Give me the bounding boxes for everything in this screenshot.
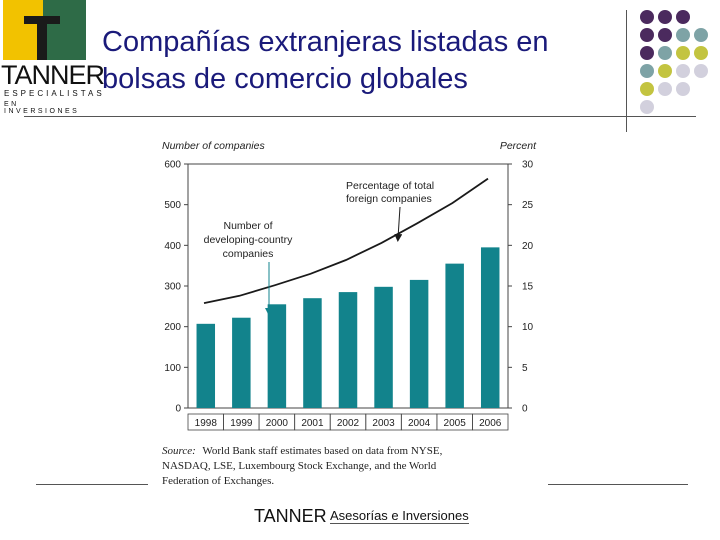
right-tick-label: 15 bbox=[522, 282, 534, 293]
left-axis-title: Number of companies bbox=[162, 140, 265, 152]
logo-tagline-2: EN INVERSIONES bbox=[4, 101, 80, 115]
left-tick-label: 300 bbox=[164, 282, 181, 293]
bar-2003 bbox=[374, 286, 393, 408]
category-label: 1999 bbox=[230, 418, 253, 429]
dot-olive bbox=[640, 82, 654, 96]
dot-lavender bbox=[658, 82, 672, 96]
header-vertical-rule bbox=[626, 10, 627, 132]
right-tick-label: 0 bbox=[522, 404, 528, 415]
footer-wordmark: TANNER bbox=[254, 506, 327, 526]
line-annotation-1: Percentage of total bbox=[346, 180, 434, 192]
source-text-1: World Bank staff estimates based on data… bbox=[202, 445, 442, 457]
percentage-line bbox=[203, 177, 489, 304]
dot-lavender bbox=[694, 64, 708, 78]
dot-teal bbox=[640, 64, 654, 78]
dot-lavender bbox=[640, 100, 654, 114]
bar-2005 bbox=[445, 263, 464, 408]
dot-purple bbox=[676, 10, 690, 24]
category-label: 1998 bbox=[195, 418, 218, 429]
dot-purple bbox=[640, 28, 654, 42]
right-tick-label: 5 bbox=[522, 363, 528, 374]
foreign-companies-chart: 0 100 200 300 400 500 600 0 5 10 15 20 25 30 1998 1999 2… bbox=[162, 140, 537, 487]
left-tick-label: 100 bbox=[164, 363, 181, 374]
footer-rule-left bbox=[36, 484, 148, 485]
category-label: 2002 bbox=[337, 418, 360, 429]
left-tick-label: 600 bbox=[164, 160, 181, 171]
dot-purple bbox=[640, 46, 654, 60]
bar-2001 bbox=[303, 298, 322, 408]
dot-olive bbox=[658, 64, 672, 78]
category-label-box bbox=[472, 413, 509, 431]
bar-annotation-2: developing-country bbox=[204, 234, 293, 246]
category-label: 2004 bbox=[408, 418, 431, 429]
line-annotation-2: foreign companies bbox=[346, 193, 432, 205]
dot-teal bbox=[658, 46, 672, 60]
category-label: 2003 bbox=[372, 418, 395, 429]
logo-tagline-1: ESPECIALISTAS bbox=[4, 89, 105, 98]
category-label: 2006 bbox=[479, 418, 502, 429]
dot-lavender bbox=[676, 64, 690, 78]
left-tick-label: 400 bbox=[164, 241, 181, 252]
header-horizontal-rule bbox=[24, 116, 696, 117]
footer-subtitle: Asesorías e Inversiones bbox=[330, 508, 469, 524]
logo-wordmark: TANNER bbox=[1, 60, 105, 90]
bar-2002 bbox=[338, 292, 358, 408]
logo-t-stem bbox=[37, 16, 47, 60]
dot-olive bbox=[676, 46, 690, 60]
left-tick-label: 0 bbox=[175, 404, 181, 415]
dot-olive bbox=[694, 46, 708, 60]
footer-rule-right bbox=[548, 484, 688, 485]
right-tick-label: 25 bbox=[522, 200, 534, 211]
decorative-dot-grid bbox=[638, 8, 720, 120]
dot-teal bbox=[676, 28, 690, 42]
dot-purple bbox=[658, 10, 672, 24]
left-tick-label: 200 bbox=[164, 322, 181, 333]
slide-title: Compañías extranjeras listadas en bolsas… bbox=[102, 26, 549, 95]
dot-purple bbox=[658, 28, 672, 42]
bar-2006 bbox=[480, 247, 500, 408]
category-label: 2000 bbox=[266, 418, 289, 429]
dot-teal bbox=[694, 28, 708, 42]
logo-yellow-block bbox=[3, 0, 43, 60]
source-prefix: Source: bbox=[162, 445, 196, 457]
bar-2000 bbox=[267, 304, 287, 408]
right-tick-label: 10 bbox=[522, 322, 534, 333]
right-tick-label: 20 bbox=[522, 241, 534, 252]
bar-annotation-1: Number of bbox=[223, 220, 272, 232]
source-line-2: NASDAQ, LSE, Luxembourg Stock Exchange, … bbox=[162, 460, 437, 472]
bar-2004 bbox=[409, 279, 429, 408]
dot-lavender bbox=[676, 82, 690, 96]
right-axis-title: Percent bbox=[500, 140, 537, 152]
source-line-1: Source: World Bank staff estimates based… bbox=[162, 445, 443, 457]
line-annotation-arrow bbox=[394, 206, 403, 242]
bar-1998 bbox=[196, 323, 216, 408]
bar-annotation-3: companies bbox=[223, 248, 274, 260]
left-tick-label: 500 bbox=[164, 200, 181, 211]
category-label: 2005 bbox=[444, 418, 467, 429]
tanner-logo: TANNER ESPECIALISTAS EN INVERSIONES bbox=[0, 0, 105, 115]
dot-purple bbox=[640, 10, 654, 24]
right-tick-label: 30 bbox=[522, 160, 534, 171]
bar-1999 bbox=[232, 317, 251, 408]
category-label: 2001 bbox=[301, 418, 324, 429]
source-line-3: Federation of Exchanges. bbox=[162, 475, 274, 487]
logo-green-block bbox=[43, 0, 86, 60]
